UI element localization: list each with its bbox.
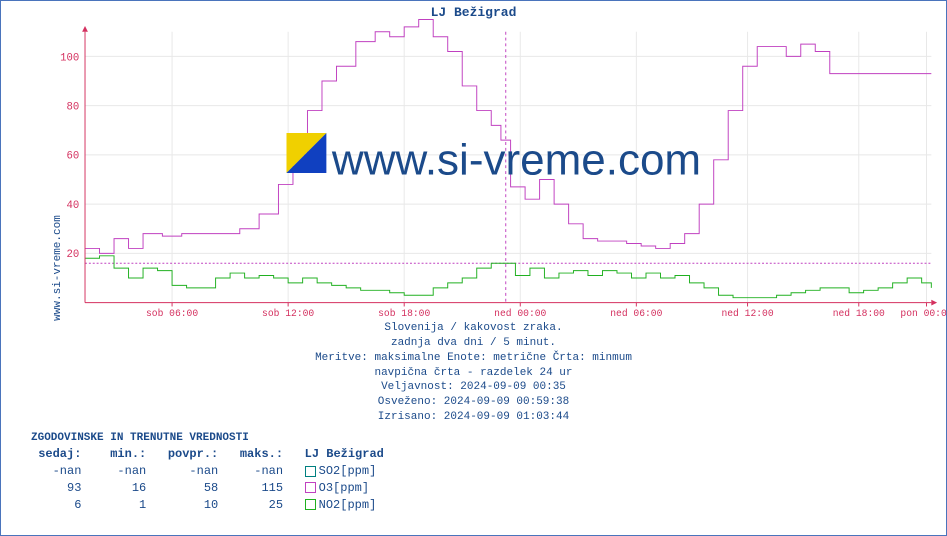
footer-metadata: Slovenija / kakovost zraka. zadnja dva d… [1,321,946,425]
footer-line: Izrisano: 2024-09-09 01:03:44 [1,410,946,425]
footer-line: zadnja dva dni / 5 minut. [1,336,946,351]
legend-swatch [305,466,316,477]
stats-block: ZGODOVINSKE IN TRENUTNE VREDNOSTI sedaj:… [31,431,384,514]
chart-container: LJ Bežigrad www.si-vreme.com 20406080100… [0,0,947,536]
svg-text:pon 00:00: pon 00:00 [900,308,947,319]
stats-title: ZGODOVINSKE IN TRENUTNE VREDNOSTI [31,431,384,446]
svg-text:sob 12:00: sob 12:00 [262,308,314,319]
svg-text:sob 06:00: sob 06:00 [146,308,198,319]
stats-table: sedaj: min.: povpr.: maks.: LJ Bežigrad … [31,446,384,513]
svg-text:40: 40 [66,200,79,212]
svg-text:80: 80 [66,102,79,114]
chart-svg: 20 40 60 80 100 sob 06:00 sob 12:00 sob 18:00 ne… [56,23,941,323]
svg-text:20: 20 [66,249,79,261]
stats-row: 6 1 10 25 NO2[ppm] [31,497,384,514]
svg-text:ned 06:00: ned 06:00 [610,308,662,319]
footer-line: navpična črta - razdelek 24 ur [1,366,946,381]
footer-line: Slovenija / kakovost zraka. [1,321,946,336]
footer-line: Meritve: maksimalne Enote: metrične Črta… [1,351,946,366]
svg-text:ned 00:00: ned 00:00 [494,308,546,319]
footer-line: Osveženo: 2024-09-09 00:59:38 [1,395,946,410]
legend-swatch [305,499,316,510]
stats-row: -nan -nan -nan -nan SO2[ppm] [31,463,384,480]
legend-swatch [305,482,316,493]
svg-text:sob 18:00: sob 18:00 [378,308,430,319]
stats-row: 93 16 58 115 O3[ppm] [31,480,384,497]
svg-text:60: 60 [66,151,79,163]
footer-line: Veljavnost: 2024-09-09 00:35 [1,380,946,395]
chart-title: LJ Bežigrad [1,1,946,20]
svg-text:ned 12:00: ned 12:00 [721,308,773,319]
svg-text:100: 100 [60,52,79,64]
svg-text:ned 18:00: ned 18:00 [833,308,885,319]
chart-area: 20406080100sob 06:00sob 12:00sob 18:00ne… [56,23,931,303]
